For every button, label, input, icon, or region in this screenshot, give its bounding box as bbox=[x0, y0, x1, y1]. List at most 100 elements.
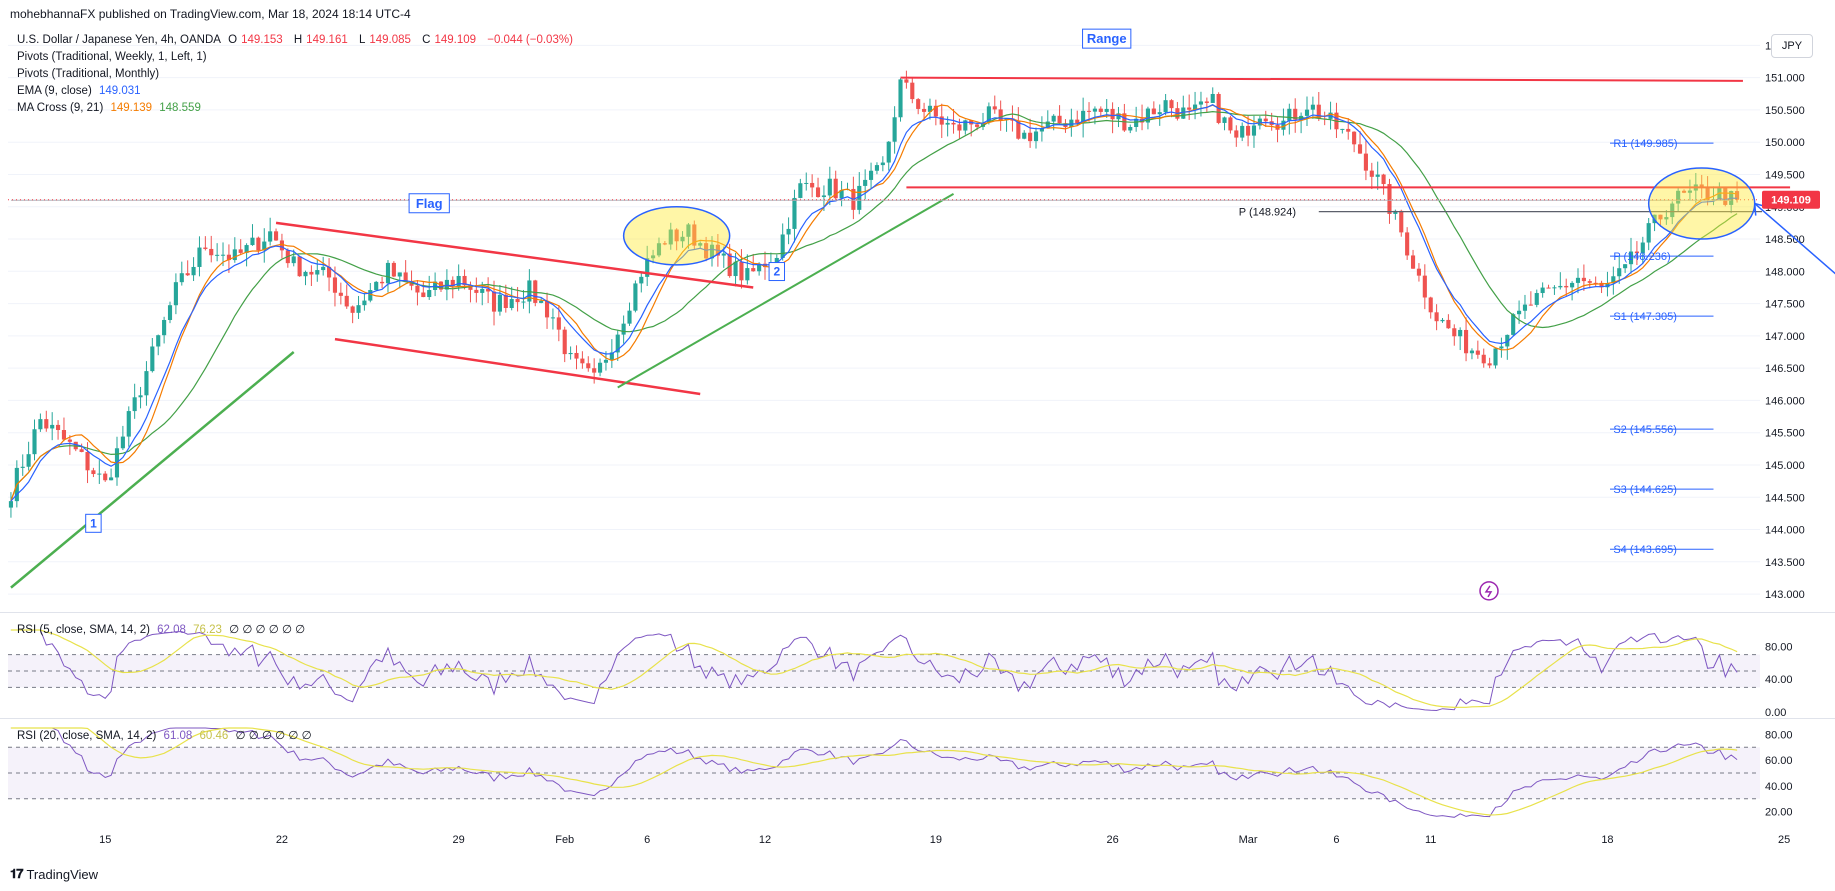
flag-bottom-line[interactable] bbox=[335, 339, 700, 394]
candle-body bbox=[804, 183, 808, 184]
candle-body bbox=[1370, 171, 1374, 177]
candle-body bbox=[103, 474, 107, 481]
candle-body bbox=[822, 195, 826, 197]
rsi5-empty-values: ∅ ∅ ∅ ∅ ∅ ∅ bbox=[229, 624, 305, 636]
candle-body bbox=[1464, 330, 1468, 353]
time-tick-label: 11 bbox=[1425, 834, 1436, 846]
candle-body bbox=[197, 248, 201, 267]
support-1-line[interactable] bbox=[11, 352, 294, 588]
alert-bolt-icon[interactable] bbox=[1480, 582, 1498, 600]
time-tick-label: 12 bbox=[759, 834, 771, 846]
legend-rsi-20[interactable]: RSI (20, close, SMA, 14, 2) 61.08 60.46 … bbox=[17, 728, 316, 742]
price-tick-label: 144.500 bbox=[1765, 492, 1805, 504]
pivot-label: S1 (147.305) bbox=[1613, 311, 1677, 323]
price-tick-label: 149.500 bbox=[1765, 169, 1805, 181]
candle-body bbox=[1158, 112, 1162, 114]
time-tick-label: 18 bbox=[1601, 834, 1613, 846]
wave-label-1[interactable]: 1 bbox=[90, 516, 97, 530]
wave-label-2[interactable]: 2 bbox=[773, 265, 780, 279]
candle-body bbox=[1588, 281, 1592, 283]
pane-divider-rsi[interactable] bbox=[0, 718, 1835, 719]
candle-body bbox=[492, 291, 496, 311]
range-label[interactable]: Range bbox=[1087, 31, 1127, 46]
candle-body bbox=[386, 263, 390, 283]
candle-body bbox=[138, 395, 142, 397]
candle-body bbox=[80, 449, 84, 452]
symbol-legend: U.S. Dollar / Japanese Yen, 4h, OANDA O1… bbox=[17, 34, 577, 46]
candle-body bbox=[1423, 276, 1427, 298]
candle-body bbox=[798, 183, 802, 198]
legend-ma-cross[interactable]: MA Cross (9, 21) 149.139 148.559 bbox=[17, 102, 205, 114]
candle-body bbox=[1164, 100, 1168, 112]
candle-body bbox=[1541, 288, 1545, 293]
candle-body bbox=[374, 282, 378, 290]
candle-body bbox=[975, 124, 979, 126]
candle-body bbox=[274, 231, 278, 240]
candle-body bbox=[32, 429, 36, 454]
candle-body bbox=[1617, 268, 1621, 276]
candle-body bbox=[1264, 119, 1268, 122]
candle-body bbox=[162, 320, 166, 335]
price-tick-label: 144.000 bbox=[1765, 525, 1805, 537]
candle-body bbox=[1446, 320, 1450, 328]
rsi20-tick-label: 40.00 bbox=[1765, 781, 1793, 793]
candle-body bbox=[1240, 126, 1244, 138]
tradingview-brand[interactable]: 𝟏𝟕 TradingView bbox=[10, 866, 98, 882]
price-tick-label: 151.000 bbox=[1765, 73, 1805, 85]
legend-ema[interactable]: EMA (9, close) 149.031 bbox=[17, 85, 145, 97]
candle-body bbox=[1488, 363, 1492, 365]
legend-pivots-monthly[interactable]: Pivots (Traditional, Monthly) bbox=[17, 68, 159, 80]
candle-body bbox=[592, 368, 596, 372]
candle-body bbox=[957, 124, 961, 130]
candle-body bbox=[916, 99, 920, 109]
currency-button[interactable]: JPY bbox=[1771, 34, 1813, 58]
candle-body bbox=[722, 254, 726, 256]
candle-body bbox=[427, 290, 431, 297]
candle-body bbox=[1623, 264, 1627, 268]
candle-body bbox=[739, 262, 743, 281]
candle-body bbox=[1128, 127, 1132, 130]
ema-label: EMA (9, close) bbox=[17, 85, 92, 97]
candle-body bbox=[1411, 255, 1415, 268]
legend-rsi-5[interactable]: RSI (5, close, SMA, 14, 2) 62.08 76.23 ∅… bbox=[17, 622, 309, 636]
candle-body bbox=[893, 117, 897, 141]
highlight-ellipse[interactable] bbox=[1649, 168, 1755, 239]
candle-body bbox=[627, 311, 631, 324]
candle-body bbox=[751, 268, 755, 271]
candle-body bbox=[1105, 109, 1109, 112]
highlight-ellipse[interactable] bbox=[624, 207, 730, 265]
candle-body bbox=[1099, 109, 1103, 112]
ohlc-low: L 149.085 bbox=[359, 34, 415, 46]
candle-body bbox=[993, 106, 997, 109]
candle-body bbox=[1523, 305, 1527, 311]
candle-body bbox=[1358, 144, 1362, 153]
candle-body bbox=[44, 419, 48, 428]
rsi5-tick-label: 40.00 bbox=[1765, 674, 1793, 686]
candle-body bbox=[733, 262, 737, 276]
candle-body bbox=[1405, 232, 1409, 255]
candle-body bbox=[309, 272, 313, 275]
candle-body bbox=[1399, 211, 1403, 233]
price-tick-label: 146.500 bbox=[1765, 363, 1805, 375]
candle-body bbox=[951, 123, 955, 125]
candle-body bbox=[580, 359, 584, 364]
rsi20-value: 61.08 bbox=[164, 730, 193, 742]
candle-body bbox=[940, 116, 944, 124]
candle-body bbox=[109, 477, 113, 480]
symbol-title: U.S. Dollar / Japanese Yen, 4h, OANDA bbox=[17, 34, 221, 46]
rsi20-tick-label: 60.00 bbox=[1765, 755, 1793, 767]
candle-body bbox=[1234, 130, 1238, 137]
candle-body bbox=[144, 371, 148, 395]
candle-body bbox=[922, 109, 926, 112]
candle-body bbox=[1346, 129, 1350, 132]
flag-label[interactable]: Flag bbox=[416, 196, 443, 211]
candle-body bbox=[563, 330, 567, 354]
candle-body bbox=[474, 290, 478, 293]
candle-body bbox=[1228, 117, 1232, 130]
candle-body bbox=[1287, 109, 1291, 121]
pane-divider-main[interactable] bbox=[0, 612, 1835, 613]
brand-name: TradingView bbox=[26, 867, 98, 882]
legend-pivots-weekly[interactable]: Pivots (Traditional, Weekly, 1, Left, 1) bbox=[17, 51, 207, 63]
candle-body bbox=[1429, 297, 1433, 312]
